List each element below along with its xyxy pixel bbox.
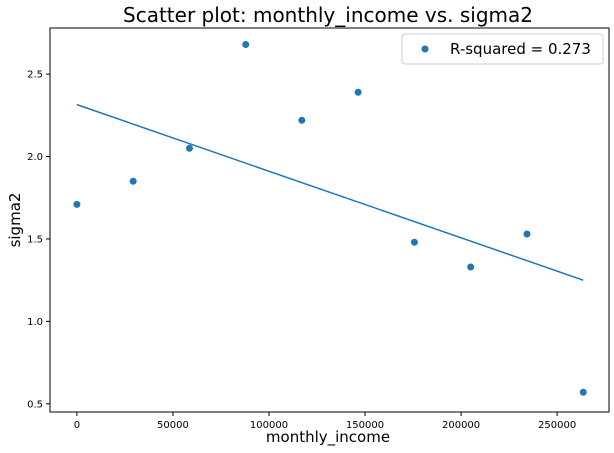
scatter-point (185, 144, 193, 152)
y-tick-label: 1.5 (27, 234, 43, 245)
y-axis-title: sigma2 (6, 193, 24, 248)
y-tick-label: 2.0 (27, 152, 43, 163)
scatter-point (467, 263, 475, 271)
scatter-point (73, 200, 81, 208)
x-tick-label: 100000 (250, 420, 288, 431)
y-tick-label: 2.5 (27, 70, 43, 81)
x-tick-label: 50000 (157, 420, 189, 431)
scatter-point (410, 238, 418, 246)
y-axis: 0.5 1.0 1.5 2.0 2.5 (27, 70, 50, 410)
plot-area (73, 40, 587, 396)
scatter-point (242, 40, 250, 48)
chart-title: Scatter plot: monthly_income vs. sigma2 (123, 3, 533, 27)
legend-marker (421, 45, 429, 53)
x-axis: 0 50000 100000 150000 200000 250000 (74, 412, 576, 431)
legend: R-squared = 0.273 (401, 33, 604, 65)
regression-line (76, 103, 584, 281)
legend-box (401, 33, 604, 65)
plot-frame (49, 27, 610, 413)
x-tick-label: 150000 (346, 420, 384, 431)
y-tick-label: 1.0 (27, 317, 43, 328)
scatter-point (298, 116, 306, 124)
scatter-point (579, 388, 587, 396)
scatter-point (523, 230, 531, 238)
x-tick-label: 200000 (442, 420, 480, 431)
scatter-point (354, 88, 362, 96)
x-tick-label: 250000 (538, 420, 576, 431)
scatter-point (129, 177, 137, 185)
x-axis-title: monthly_income (266, 428, 390, 447)
legend-label: R-squared = 0.273 (450, 40, 591, 58)
x-tick-label: 0 (74, 420, 80, 431)
y-tick-label: 0.5 (27, 399, 43, 410)
